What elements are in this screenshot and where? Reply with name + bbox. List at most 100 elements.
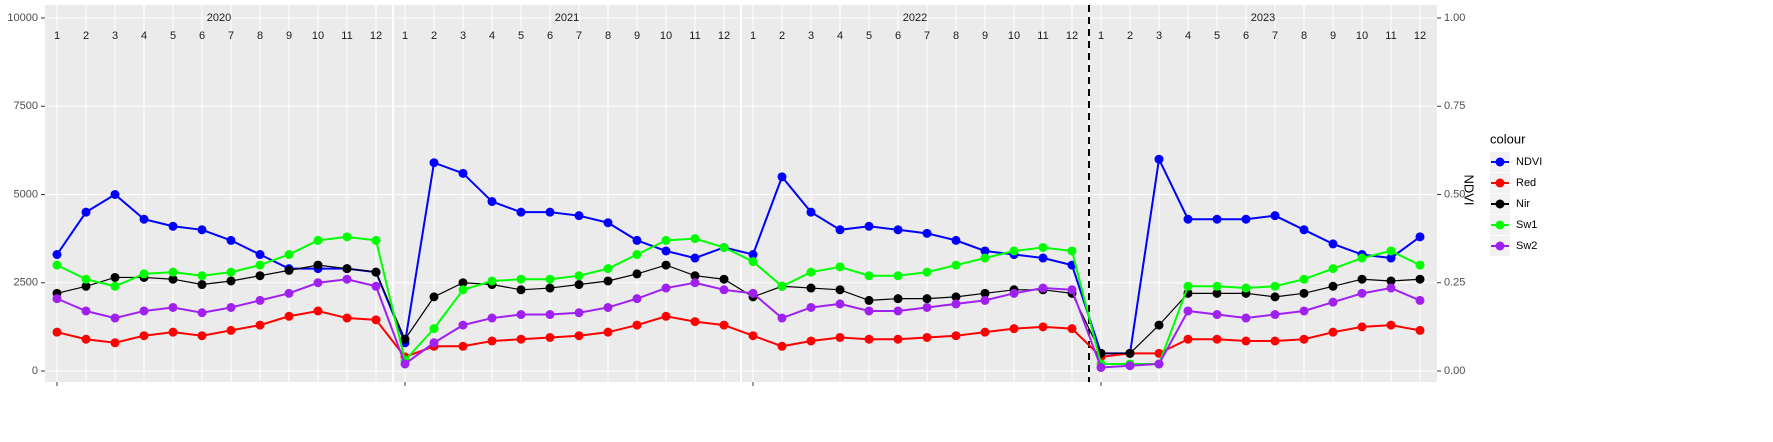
- data-point: [1270, 211, 1280, 221]
- data-point: [864, 221, 874, 231]
- data-point: [1328, 327, 1338, 337]
- data-point: [690, 317, 700, 327]
- month-label: 12: [1066, 30, 1078, 42]
- month-label: 6: [1243, 30, 1249, 42]
- data-point: [922, 302, 932, 312]
- data-point: [516, 334, 526, 344]
- y-tick-label: 5000: [14, 188, 38, 200]
- data-point: [487, 276, 497, 286]
- data-point: [1386, 253, 1396, 263]
- data-point: [371, 235, 381, 245]
- year-label: 2020: [207, 12, 231, 24]
- data-point: [168, 327, 178, 337]
- data-point: [980, 288, 990, 298]
- data-point: [255, 250, 265, 260]
- data-point: [719, 242, 729, 252]
- data-point: [545, 310, 555, 320]
- data-point: [1241, 336, 1251, 346]
- data-point: [1328, 239, 1338, 249]
- data-point: [1270, 336, 1280, 346]
- data-point: [487, 336, 497, 346]
- month-label: 11: [1037, 30, 1048, 42]
- data-point: [893, 294, 903, 304]
- month-label: 3: [460, 30, 466, 42]
- data-point: [1386, 283, 1396, 293]
- month-label: 6: [547, 30, 553, 42]
- data-point: [458, 278, 468, 288]
- month-label: 1: [402, 30, 408, 42]
- data-point: [545, 332, 555, 342]
- month-label: 4: [1185, 30, 1191, 42]
- data-point: [342, 274, 352, 284]
- data-point: [980, 246, 990, 256]
- legend-title: colour: [1490, 131, 1526, 146]
- data-point: [1357, 274, 1367, 284]
- data-point: [893, 306, 903, 316]
- data-point: [545, 274, 555, 284]
- data-point: [1299, 225, 1309, 235]
- month-label: 9: [634, 30, 640, 42]
- data-point: [661, 235, 671, 245]
- data-point: [574, 308, 584, 318]
- data-point: [1183, 281, 1193, 291]
- data-point: [603, 276, 613, 286]
- data-point: [1357, 322, 1367, 332]
- data-point: [1386, 246, 1396, 256]
- month-label: 4: [837, 30, 843, 42]
- y2-tick-label: 0.50: [1444, 188, 1465, 200]
- data-point: [284, 265, 294, 275]
- data-point: [226, 276, 236, 286]
- data-point: [632, 250, 642, 260]
- month-label: 9: [1330, 30, 1336, 42]
- month-label: 7: [1272, 30, 1278, 42]
- data-point: [864, 306, 874, 316]
- data-point: [197, 308, 207, 318]
- legend-label: Sw2: [1516, 240, 1537, 252]
- data-point: [690, 253, 700, 263]
- data-point: [1270, 281, 1280, 291]
- series-line: [56, 309, 1421, 359]
- data-point: [1241, 214, 1251, 224]
- data-point: [1038, 322, 1048, 332]
- month-label: 4: [489, 30, 495, 42]
- data-point: [864, 334, 874, 344]
- data-point: [458, 168, 468, 178]
- data-point: [255, 295, 265, 305]
- data-point: [864, 295, 874, 305]
- data-point: [777, 313, 787, 323]
- month-label: 1: [750, 30, 756, 42]
- data-point: [545, 283, 555, 293]
- data-point: [661, 283, 671, 293]
- y2-tick-label: 0.75: [1444, 100, 1465, 112]
- data-point: [429, 158, 439, 168]
- data-point: [458, 285, 468, 295]
- data-point: [835, 285, 845, 295]
- data-point: [632, 294, 642, 304]
- data-point: [690, 234, 700, 244]
- data-point: [922, 332, 932, 342]
- data-point: [603, 218, 613, 228]
- data-point: [632, 320, 642, 330]
- month-label: 3: [808, 30, 814, 42]
- y-tick-label: 10000: [7, 12, 38, 24]
- data-point: [574, 280, 584, 290]
- data-point: [777, 172, 787, 182]
- series-line: [56, 278, 1421, 369]
- data-point: [1212, 288, 1222, 298]
- data-point: [1415, 295, 1425, 305]
- month-label: 11: [341, 30, 352, 42]
- data-point: [951, 331, 961, 341]
- legend-key-point: [1495, 178, 1505, 188]
- data-point: [1067, 285, 1077, 295]
- data-point: [52, 327, 62, 337]
- data-point: [603, 327, 613, 337]
- data-point: [835, 299, 845, 309]
- data-point: [284, 250, 294, 260]
- data-point: [1299, 274, 1309, 284]
- month-label: 2: [779, 30, 785, 42]
- y2-tick-label: 1.00: [1444, 12, 1465, 24]
- data-point: [516, 310, 526, 320]
- year-label: 2022: [903, 12, 927, 24]
- data-point: [255, 271, 265, 281]
- data-point: [168, 274, 178, 284]
